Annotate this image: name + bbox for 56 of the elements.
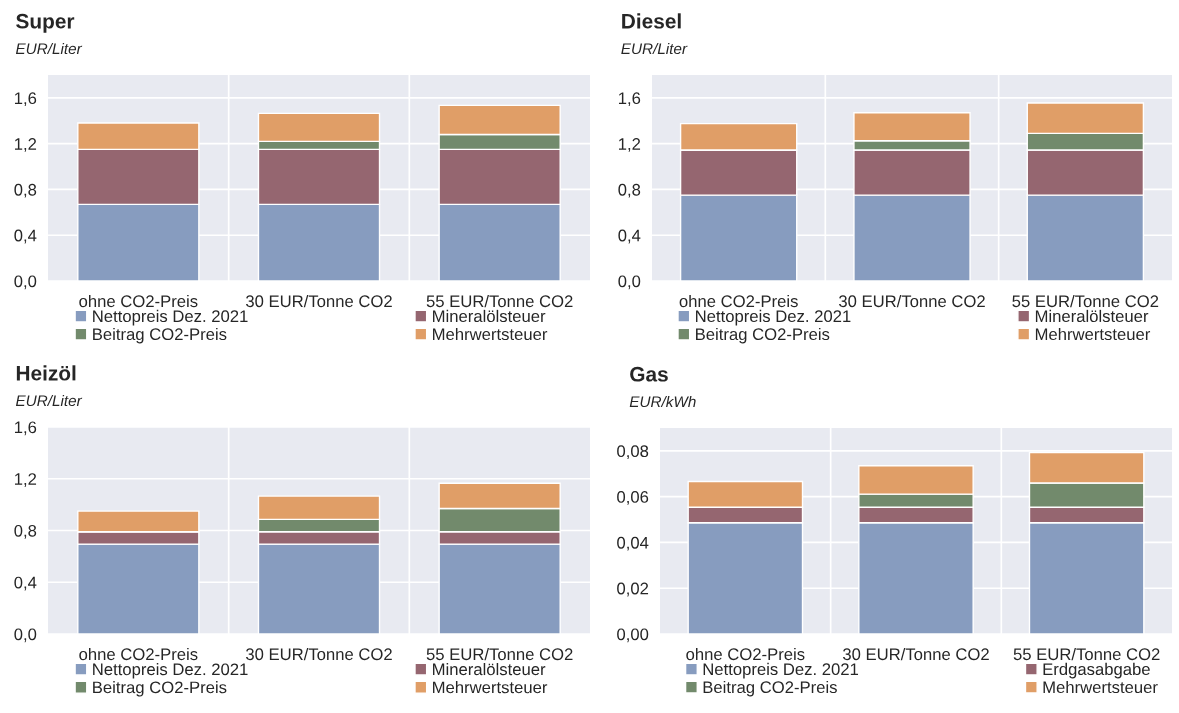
- legend-label: Beitrag CO2-Preis: [696, 327, 830, 344]
- x-tick-label: 55 EUR/Tonne CO2: [426, 294, 573, 308]
- y-tick-label: 0,04: [617, 536, 649, 551]
- y-axis-title: EUR/Liter: [621, 42, 688, 55]
- y-tick-label: 1,2: [14, 138, 37, 152]
- legend-label: Nettopreis Dez. 2021: [93, 309, 248, 326]
- y-tick-label: 0,8: [14, 183, 37, 198]
- chart-title: Gas: [630, 366, 668, 382]
- x-tick-label: 30 EUR/Tonne CO2: [245, 647, 392, 661]
- y-axis-title: EUR/Liter: [15, 42, 83, 55]
- y-axis-title: EUR/kWh: [629, 395, 696, 408]
- y-tick-label: 0,4: [618, 229, 641, 244]
- legend-label: Erdgasabgabe: [1043, 662, 1150, 679]
- legend-label: Mehrwertsteuer: [1043, 680, 1158, 694]
- chart-title: Diesel: [622, 13, 681, 29]
- legend-label: Mehrwertsteuer: [1035, 327, 1151, 341]
- legend-label: Mineralölsteuer: [433, 309, 546, 323]
- y-tick-label: 0,8: [14, 524, 37, 539]
- y-tick-label: 0,06: [617, 491, 649, 505]
- legend-label: Beitrag CO2-Preis: [93, 681, 227, 697]
- y-tick-label: 1,2: [14, 473, 37, 487]
- y-tick-label: 0,00: [617, 628, 649, 643]
- y-tick-label: 0,0: [14, 275, 37, 290]
- y-tick-label: 0,08: [617, 445, 649, 460]
- y-tick-label: 1,6: [14, 421, 37, 436]
- y-tick-label: 1,2: [618, 138, 641, 152]
- y-tick-label: 0,8: [618, 183, 641, 198]
- x-tick-label: ohne CO2-Preis: [679, 294, 798, 308]
- legend-label: Mehrwertsteuer: [433, 327, 548, 341]
- chart-title: Super: [16, 13, 75, 33]
- x-tick-label: 55 EUR/Tonne CO2: [1012, 294, 1159, 308]
- y-axis-title: EUR/Liter: [15, 394, 83, 407]
- y-tick-label: 1,6: [14, 92, 37, 107]
- y-tick-label: 1,6: [618, 92, 641, 107]
- x-tick-label: 30 EUR/Tonne CO2: [842, 647, 989, 661]
- legend-label: Beitrag CO2-Preis: [703, 680, 837, 697]
- legend-label: Nettopreis Dez. 2021: [703, 662, 859, 679]
- x-tick-label: 30 EUR/Tonne CO2: [245, 294, 392, 308]
- y-tick-label: 0,4: [14, 576, 37, 591]
- x-tick-label: 30 EUR/Tonne CO2: [838, 294, 985, 308]
- x-tick-label: ohne CO2-Preis: [79, 647, 198, 661]
- y-tick-label: 0,4: [14, 229, 37, 244]
- x-tick-label: 55 EUR/Tonne CO2: [426, 647, 573, 661]
- x-tick-label: ohne CO2-Preis: [79, 294, 198, 308]
- legend-label: Mineralölsteuer: [1035, 309, 1149, 323]
- legend-label: Beitrag CO2-Preis: [93, 327, 227, 344]
- legend-label: Nettopreis Dez. 2021: [696, 309, 851, 326]
- legend-label: Nettopreis Dez. 2021: [93, 662, 248, 679]
- y-tick-label: 0,02: [617, 582, 649, 597]
- y-tick-label: 0,0: [14, 628, 37, 643]
- x-tick-label: ohne CO2-Preis: [686, 647, 805, 661]
- chart-title: Heizöl: [16, 365, 76, 381]
- legend-label: Mineralölsteuer: [433, 662, 546, 676]
- x-tick-label: 55 EUR/Tonne CO2: [1013, 647, 1160, 661]
- y-tick-label: 0,0: [618, 275, 641, 290]
- legend-label: Mehrwertsteuer: [433, 681, 548, 694]
